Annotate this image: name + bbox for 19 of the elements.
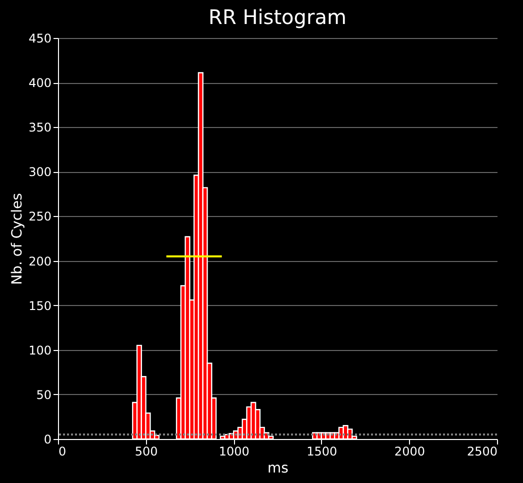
y-tick-label: 200 [28, 254, 52, 268]
y-axis-title: Nb. of Cycles [10, 193, 26, 285]
x-tick-label: 500 [134, 444, 158, 458]
y-tick-label: 50 [36, 388, 52, 402]
y-tick-label: 350 [28, 120, 52, 135]
x-tick-label: 2500 [466, 444, 498, 458]
x-axis-title: ms [268, 460, 288, 476]
x-tick-label: 2000 [394, 444, 425, 458]
y-tick-label: 250 [28, 210, 52, 224]
y-tick-label: 0 [44, 432, 52, 446]
chart-title: RR Histogram [208, 5, 346, 29]
x-tick-label: 0 [58, 444, 66, 458]
x-tick-label: 1500 [306, 444, 338, 458]
y-tick-label: 100 [28, 343, 52, 358]
y-tick-label: 300 [28, 165, 52, 180]
y-tick-label: 450 [28, 32, 52, 46]
x-tick-label: 1000 [218, 444, 250, 458]
y-tick-label: 400 [28, 76, 52, 90]
y-tick-label: 150 [28, 298, 52, 313]
